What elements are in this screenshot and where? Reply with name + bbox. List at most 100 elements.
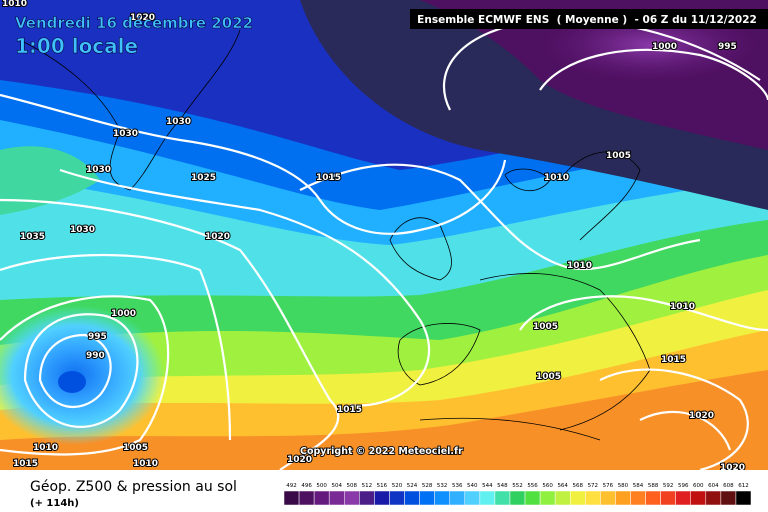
colorbar-swatch: [449, 490, 466, 506]
isobar-label: 995: [718, 42, 737, 52]
isobar-label: 1020: [130, 13, 155, 23]
isobar-label: 1030: [70, 225, 95, 235]
colorbar-label: 580: [618, 483, 629, 489]
colorbar-label: 516: [377, 483, 388, 489]
colorbar-label: 576: [603, 483, 614, 489]
colorbar-swatch: [645, 490, 661, 506]
colorbar-swatch: [705, 490, 722, 506]
footer-title: Géop. Z500 & pression au sol: [30, 479, 237, 495]
colorbar-swatch: [494, 490, 511, 506]
isobar-label: 1015: [13, 459, 38, 469]
colorbar-swatch: [404, 490, 420, 506]
colorbar-label: 552: [512, 483, 523, 489]
colorbar-swatch: [479, 490, 496, 506]
colorbar-label: 596: [678, 483, 689, 489]
colorbar-label: 504: [331, 483, 342, 489]
colorbar-label: 528: [422, 483, 433, 489]
copyright: Copyright © 2022 Meteociel.fr: [300, 446, 463, 457]
colorbar-swatch: [374, 490, 390, 506]
colorbar-swatch: [720, 490, 737, 506]
isobar-label: 1010: [133, 459, 158, 469]
colorbar-label: 548: [497, 483, 508, 489]
footer-lead-time: (+ 114h): [30, 498, 79, 509]
colorbar-swatch: [675, 490, 691, 506]
isobar-label: 1010: [2, 0, 27, 9]
isobar-label: 1000: [652, 42, 677, 52]
isobar-labels: 1010 1020 1000 995 1030 1030 1030 1025 1015 1010 1…: [1, 0, 746, 474]
isobar-label: 1020: [689, 411, 714, 421]
isobar-label: 1015: [337, 405, 362, 415]
colorbar-label: 532: [437, 483, 448, 489]
colorbar-label: 556: [527, 483, 538, 489]
colorbar-swatch: [539, 490, 556, 506]
isobar-label: 1010: [544, 173, 569, 183]
isobar-label: 1010: [567, 261, 592, 271]
isobar-label: 1005: [533, 322, 558, 332]
colorbar-label: 536: [452, 483, 463, 489]
isobar-label: 1030: [86, 165, 111, 175]
isobar-label: 1005: [606, 151, 631, 161]
map-subtitle: 1:00 locale: [15, 34, 138, 58]
header-box: [410, 9, 768, 29]
colorbar-label: 492: [286, 483, 297, 489]
colorbar-label: 496: [301, 483, 312, 489]
colorbar-swatch: [389, 490, 405, 506]
colorbar-swatch: [600, 490, 616, 506]
colorbar-label: 572: [588, 483, 599, 489]
isobar-label: 1035: [20, 232, 45, 242]
header-text: Ensemble ECMWF ENS ( Moyenne ) - 06 Z du…: [417, 14, 757, 26]
isobar-label: 1030: [113, 129, 138, 139]
colorbar-swatch: [434, 490, 450, 506]
colorbar-label: 508: [347, 483, 358, 489]
colorbar-swatch: [328, 490, 345, 506]
colorbar-label: 568: [573, 483, 584, 489]
colorbar-label: 520: [392, 483, 403, 489]
coastlines: [19, 29, 651, 441]
isobar-label: 1005: [123, 443, 148, 453]
colorbar-swatch: [615, 490, 631, 506]
colorbar-label: 540: [467, 483, 478, 489]
colorbar-label: 584: [633, 483, 644, 489]
colorbar-label: 500: [316, 483, 327, 489]
isobar-label: 1030: [166, 117, 191, 127]
colorbar-swatch: [660, 490, 676, 506]
colorbar-swatch: [419, 490, 435, 506]
colorbar-label: 544: [482, 483, 493, 489]
isobar-label: 1025: [191, 173, 216, 183]
colorbar-swatch: [735, 490, 752, 506]
map-title: Vendredi 16 décembre 2022: [15, 14, 253, 32]
colorbar-label: 560: [542, 483, 553, 489]
map: [0, 0, 768, 472]
colorbar-swatch: [524, 490, 541, 506]
isobar-label: 1010: [670, 302, 695, 312]
colorbar-swatch: [464, 490, 481, 506]
isobar-label: 1015: [661, 355, 686, 365]
colorbar-swatch: [509, 490, 526, 506]
colorbar-label: 592: [663, 483, 674, 489]
isobar-label: 1020: [287, 455, 312, 465]
colorbar-label: 612: [738, 483, 749, 489]
isobar-label: 1010: [33, 443, 58, 453]
isobar-label: 995: [88, 332, 107, 342]
colorbar-swatch: [554, 490, 571, 506]
colorbar-swatch: [359, 490, 375, 506]
colorbar-label: 600: [693, 483, 704, 489]
colorbar-swatch: [344, 490, 360, 506]
isobar-label: 1000: [111, 309, 136, 319]
colorbar-label: 608: [723, 483, 734, 489]
colorbar-label: 564: [557, 483, 568, 489]
colorbar-label: 588: [648, 483, 659, 489]
colorbar-swatch: [313, 490, 330, 506]
isobar-label: 1015: [316, 173, 341, 183]
colorbar-swatch: [569, 490, 586, 506]
isobar-label: 1020: [205, 232, 230, 242]
colorbar-swatch: [283, 490, 300, 506]
colorbar-swatch: [690, 490, 707, 506]
colorbar-swatch: [298, 490, 315, 506]
colorbar: 492 496 500 504 508 512 516 520 524 528 532 536 540 5…: [283, 483, 752, 506]
colorbar-label: 512: [362, 483, 373, 489]
colorbar-label: 604: [708, 483, 719, 489]
isobar-label: 990: [86, 351, 105, 361]
isobar-label: 1005: [536, 372, 561, 382]
